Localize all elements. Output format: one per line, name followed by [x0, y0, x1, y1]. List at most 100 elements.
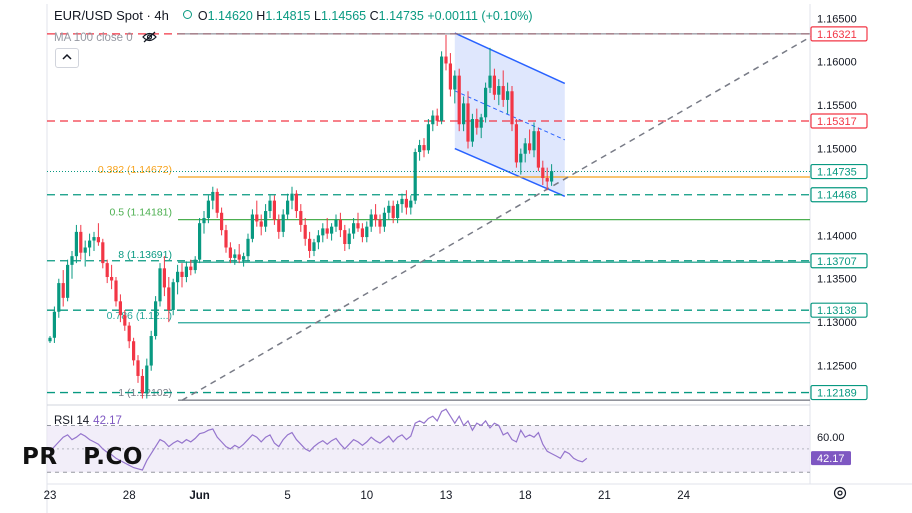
candle-body [233, 254, 237, 258]
candle-body [448, 63, 452, 90]
candle-body [281, 214, 285, 232]
candle-body [440, 56, 444, 121]
reset-settings-icon[interactable] [833, 486, 847, 500]
ohlc-close-label: C [369, 9, 379, 23]
candle-body [374, 214, 378, 220]
candle-body [369, 214, 373, 227]
plot-background [47, 14, 810, 484]
candle-body [475, 119, 479, 128]
candle-body [492, 75, 496, 95]
trend-line [181, 33, 816, 401]
candle-body [158, 268, 162, 302]
candle-body [202, 217, 206, 224]
ma-indicator-label: MA 100 close 0 [54, 32, 133, 44]
ma-indicator-legend[interactable]: MA 100 close 0 [54, 31, 157, 44]
rsi-value: 42.17 [93, 415, 122, 427]
candle-body [519, 153, 523, 163]
candle-body [497, 86, 501, 95]
candle-body [145, 365, 149, 394]
candle-body [57, 283, 61, 312]
candle-body [220, 212, 224, 231]
candle-body [396, 204, 400, 218]
candle-body [514, 124, 518, 163]
price-badge [810, 302, 868, 318]
ohlc-low-label: L [313, 9, 321, 23]
candle-body [286, 200, 290, 215]
y-tick-label: 1.16000 [817, 57, 857, 69]
candle-body [510, 91, 514, 125]
candle-body [105, 263, 109, 278]
candle-body [536, 131, 540, 168]
fib-level-label: 0.5 (1.14181) [110, 207, 172, 219]
candle-body [70, 256, 74, 265]
candle-body [242, 256, 246, 260]
candle-body [92, 237, 96, 241]
symbol-title[interactable]: EUR/USD Spot · 4h [54, 8, 169, 23]
y-tick-label: 1.13000 [817, 317, 857, 329]
candle-body [228, 247, 232, 258]
candle-body [136, 360, 140, 376]
watermark-logo: PR P.CO [22, 444, 143, 470]
candle-body [316, 235, 320, 243]
x-tick-label: 28 [123, 490, 136, 502]
candle-body [167, 287, 171, 310]
channel-upper-line [454, 32, 566, 85]
candle-body [343, 230, 347, 245]
candle-body [453, 75, 457, 90]
price-badge-label: 1.16321 [817, 29, 857, 41]
candle-body [48, 337, 52, 342]
candle-body [290, 193, 294, 201]
candle-body [352, 223, 356, 234]
candle-body [198, 223, 202, 260]
candle-body [330, 226, 334, 234]
y-tick-label: 1.15500 [817, 100, 857, 112]
x-tick-label: 21 [598, 490, 611, 502]
candle-body [356, 223, 360, 229]
candle-body [61, 283, 65, 298]
candle-body [338, 219, 342, 231]
candle-body [96, 237, 100, 243]
candle-body [413, 152, 417, 201]
collapse-legend-button[interactable] [55, 48, 79, 68]
candle-body [312, 242, 316, 251]
rsi-value-badge-label: 42.17 [817, 453, 845, 465]
candle-body [418, 145, 422, 153]
price-badge [810, 26, 868, 42]
y-tick-label: 1.14000 [817, 230, 857, 242]
candle-body [378, 219, 382, 227]
ohlc-open-label: O [197, 9, 208, 23]
candle-body [277, 219, 281, 232]
candle-body [501, 86, 505, 100]
candle-body [462, 103, 466, 125]
ohlc-high-label: H [256, 9, 266, 23]
x-tick-label: 5 [284, 490, 290, 502]
candle-body [334, 219, 338, 227]
x-tick-label: 23 [44, 490, 57, 502]
candle-body [211, 191, 215, 201]
price-badge-label: 1.15317 [817, 116, 857, 128]
candle-body [114, 280, 118, 302]
price-badge [810, 163, 868, 180]
x-tick-label: 24 [677, 490, 690, 502]
eye-hidden-icon[interactable] [142, 31, 157, 43]
candle-body [123, 315, 127, 326]
rsi-legend[interactable]: RSI 14 42.17 [54, 415, 122, 427]
price-badge [810, 187, 868, 203]
candle-body [426, 124, 430, 151]
chevron-up-icon [62, 53, 72, 60]
y-tick-label: 1.15000 [817, 144, 857, 156]
price-badge [810, 384, 868, 401]
candle-body [83, 247, 87, 253]
candle-body [110, 277, 114, 281]
candle-body [268, 200, 272, 212]
candle-body [466, 103, 470, 142]
channel-lower-line [454, 147, 566, 197]
candle-body [224, 230, 228, 248]
candle-body [237, 254, 241, 260]
candle-body [541, 167, 545, 179]
candle-body [532, 131, 536, 151]
candle-body [132, 341, 136, 361]
rsi-label: RSI 14 [54, 415, 90, 427]
candle-body [259, 221, 263, 227]
